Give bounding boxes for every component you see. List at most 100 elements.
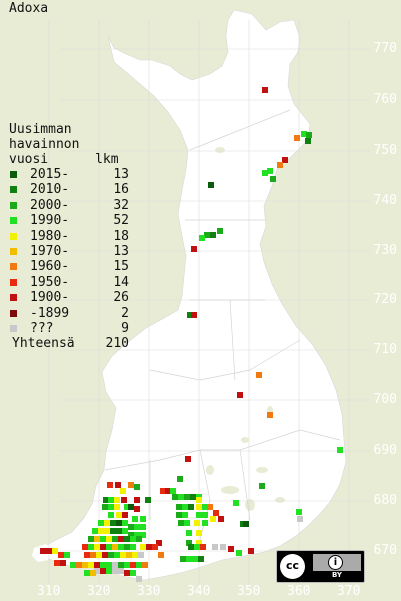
observation-square [301,131,307,137]
observation-square [294,135,300,141]
legend-count: 9 [121,320,129,336]
observation-square [114,497,120,503]
observation-square [178,520,184,526]
legend-header-1: Uusimman [9,122,72,137]
observation-square [182,512,188,518]
observation-square [196,504,202,510]
lakes [206,147,285,511]
observation-square [52,548,58,554]
observation-square [107,482,113,488]
observation-square [116,512,122,518]
observation-square [132,552,138,558]
observation-square [121,497,127,503]
legend-header-2: havainnon [9,137,80,152]
observation-square [90,552,96,558]
observation-square [180,556,186,562]
legend-period-label: ??? [30,320,54,336]
license-by-label: BY [331,571,343,579]
observation-square [108,512,114,518]
legend-count: 32 [113,197,129,213]
observation-square [100,544,106,550]
observation-square [200,544,206,550]
legend-row: -1899 2 [9,306,129,321]
observation-square [124,536,130,542]
y-tick-label: 770 [373,41,397,56]
observation-square [88,544,94,550]
observation-square [270,176,276,182]
observation-square [208,182,214,188]
observation-square [218,516,224,522]
observation-square [106,544,112,550]
observation-square [58,552,64,558]
observation-square [217,228,223,234]
observation-square [228,546,234,552]
legend-period-label: 1960- [30,259,70,275]
legend-swatch [10,201,17,209]
observation-square [116,528,122,534]
observation-square [126,552,132,558]
observation-square [237,392,243,398]
observation-square [207,504,213,510]
observation-square [124,504,130,510]
observation-square [112,568,118,574]
y-tick-label: 680 [373,493,397,508]
observation-square [98,528,104,534]
observation-square [82,544,88,550]
legend-period-label: 1970- [30,243,70,259]
legend-row: ??? 9 [9,320,129,336]
y-tick-label: 690 [373,443,397,458]
observation-square [165,488,171,494]
legend-total-value: 210 [105,336,129,352]
legend-period-label: 1980- [30,228,70,244]
observation-square [136,536,142,542]
observation-square [94,544,100,550]
observation-squares [40,87,343,582]
observation-square [110,528,116,534]
legend-swatch [10,217,17,225]
y-tick-label: 740 [373,193,397,208]
legend-swatch [10,232,17,240]
legend-period-label: 2010- [30,182,70,198]
observation-square [84,570,90,576]
observation-square [202,520,208,526]
observation-square [128,504,134,510]
observation-square [94,562,100,568]
legend-count: 13 [113,167,129,182]
observation-square [106,568,112,574]
observation-square [178,494,184,500]
observation-square [194,544,200,550]
legend-count: 15 [113,259,129,275]
legend-row: 2010- 16 [9,182,129,198]
observation-square [54,560,60,566]
observation-square [188,504,194,510]
observation-square [140,532,146,538]
legend-row: 1960- 15 [9,259,129,275]
observation-square [136,562,142,568]
x-tick-label: 360 [287,584,311,599]
cc-by-license-badge[interactable]: cc i BY [276,550,365,583]
observation-square [156,540,162,546]
observation-square [194,520,200,526]
observation-square [267,412,273,418]
observation-square [160,488,166,494]
legend-count: 26 [113,290,129,306]
observation-square [103,497,109,503]
observation-square [46,548,52,554]
observation-square [262,87,268,93]
observation-square [136,576,142,582]
observation-square [134,484,140,490]
observation-square [297,516,303,522]
observation-square [104,520,110,526]
legend-row: 2015- 13 [9,167,129,182]
observation-square [40,548,46,554]
observation-square [128,524,134,530]
observation-square [196,512,202,518]
observation-square [130,544,136,550]
observation-square [116,520,122,526]
observation-square [191,312,197,318]
legend-swatch [10,186,17,194]
observation-square [190,494,196,500]
y-tick-label: 700 [373,392,397,407]
legend-swatch [10,247,17,255]
